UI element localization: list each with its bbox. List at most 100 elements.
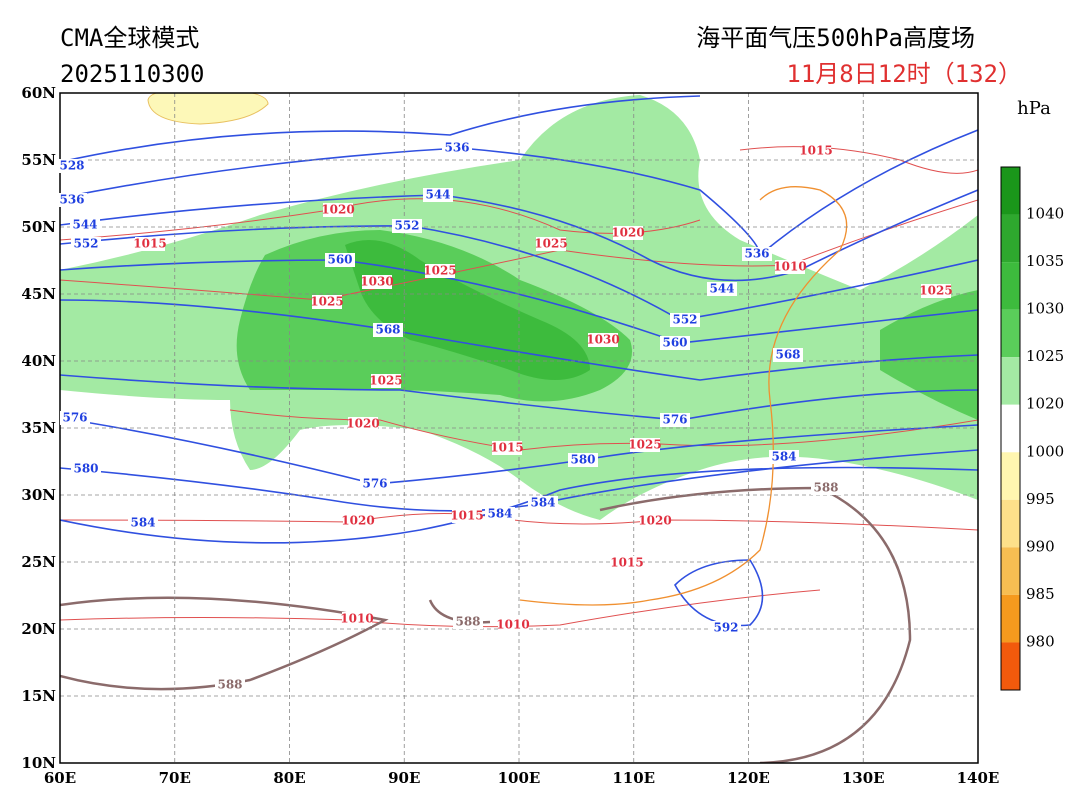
label-bg [452,509,482,523]
height-label: 536 [744,247,769,261]
colorbar-label: 1030 [1026,300,1064,318]
height-label: 568 [775,348,800,362]
valid-time: 11月8日12时（132） [786,60,1022,88]
colorbar-label: 1025 [1026,347,1064,365]
colorbar-segment [1001,404,1020,453]
height-label: 584 [130,516,155,530]
label-bg [371,374,401,388]
pressure-label: 1015 [610,556,643,570]
pressure-label: 1025 [534,237,567,251]
label-bg [769,450,799,464]
label-bg [588,333,618,347]
colorbar-label: 1035 [1026,252,1064,270]
pressure-label: 1015 [490,441,523,455]
lat-label: 30N [21,486,56,504]
label-bg [423,188,453,202]
label-bg [568,453,598,467]
label-bg [773,348,803,362]
label-bg [343,514,373,528]
label-bg [801,144,831,158]
high-label: 588 [813,481,838,495]
grid [60,93,978,763]
pressure-label: 1020 [341,514,374,528]
colorbar-label: 980 [1026,632,1055,650]
pressure-label: 1030 [586,333,619,347]
lat-label: 60N [21,84,56,102]
label-bg [425,264,455,278]
lon-label: 130E [842,769,885,787]
label-bg [775,260,805,274]
colorbar-segment [1001,452,1020,500]
colorbar-label: 1020 [1026,395,1064,413]
colorbar-segment [1001,309,1020,358]
colorbar-segment [1001,547,1020,595]
colorbar-label: 985 [1026,585,1055,603]
height-label: 576 [362,477,387,491]
label-bg [442,141,472,155]
pressure-label: 1020 [611,226,644,240]
pressure-label: 1025 [310,295,343,309]
label-bg [528,496,558,510]
pressure-label: 1015 [133,237,166,251]
map-title: 海平面气压500hPa高度场 [696,24,975,52]
height-label: 592 [713,621,738,635]
coastline [519,186,848,606]
height-label: 584 [487,507,512,521]
lat-label: 35N [21,419,56,437]
colorbar-segment [1001,357,1020,405]
colorbar: 1040 1035 1030 1025 1020 1000 995 990 985 980 [1000,166,1064,691]
map-layers [60,93,978,763]
label-bg [613,226,643,240]
pressure-label: 1015 [450,509,483,523]
lat-label: 10N [21,754,56,772]
label-bg [640,514,670,528]
contour-labels: 528 536 544 552 536 544 552 560 568 576 580 576 584 5… [57,141,953,692]
lat-label: 20N [21,620,56,638]
label-bg [57,193,87,207]
pressure-label: 1025 [628,438,661,452]
lat-label: 25N [21,553,56,571]
colorbar-label: 1000 [1026,442,1064,460]
lat-label: 45N [21,285,56,303]
label-bg [323,203,353,217]
height-label: 580 [73,462,98,476]
colorbar-frame [1000,166,1021,691]
pressure-label: 1025 [919,284,952,298]
label-bg [312,295,342,309]
lon-label: 110E [612,769,655,787]
pressure-label: 1020 [346,417,379,431]
label-bg [612,556,642,570]
height-label: 536 [444,141,469,155]
label-bg [492,441,522,455]
colorbar-segment [1001,167,1020,215]
lon-label: 70E [159,769,191,787]
pressure-label: 1020 [321,203,354,217]
label-bg [70,218,100,232]
colorbar-unit: hPa [1017,98,1051,119]
height-label: 536 [59,193,84,207]
label-bg [360,477,390,491]
label-bg [348,417,378,431]
height-label: 576 [62,411,87,425]
contour-588 [60,486,912,763]
label-bg [325,253,355,267]
model-name: CMA全球模式 [60,24,199,52]
label-bg [670,313,700,327]
colorbar-label: 1040 [1026,205,1064,223]
label-bg [711,621,741,635]
label-bg [660,336,690,350]
height-label: 568 [375,323,400,337]
label-bg [57,159,87,173]
high-label: 588 [455,615,480,629]
lon-label: 100E [498,769,541,787]
label-bg [71,462,101,476]
height-label: 560 [327,253,352,267]
lon-label: 90E [388,769,420,787]
lon-label: 140E [957,769,1000,787]
label-bg [485,507,515,521]
label-bg [453,615,483,629]
pressure-label: 1010 [496,618,529,632]
label-bg [630,438,660,452]
label-bg [536,237,566,251]
label-bg [135,237,165,251]
